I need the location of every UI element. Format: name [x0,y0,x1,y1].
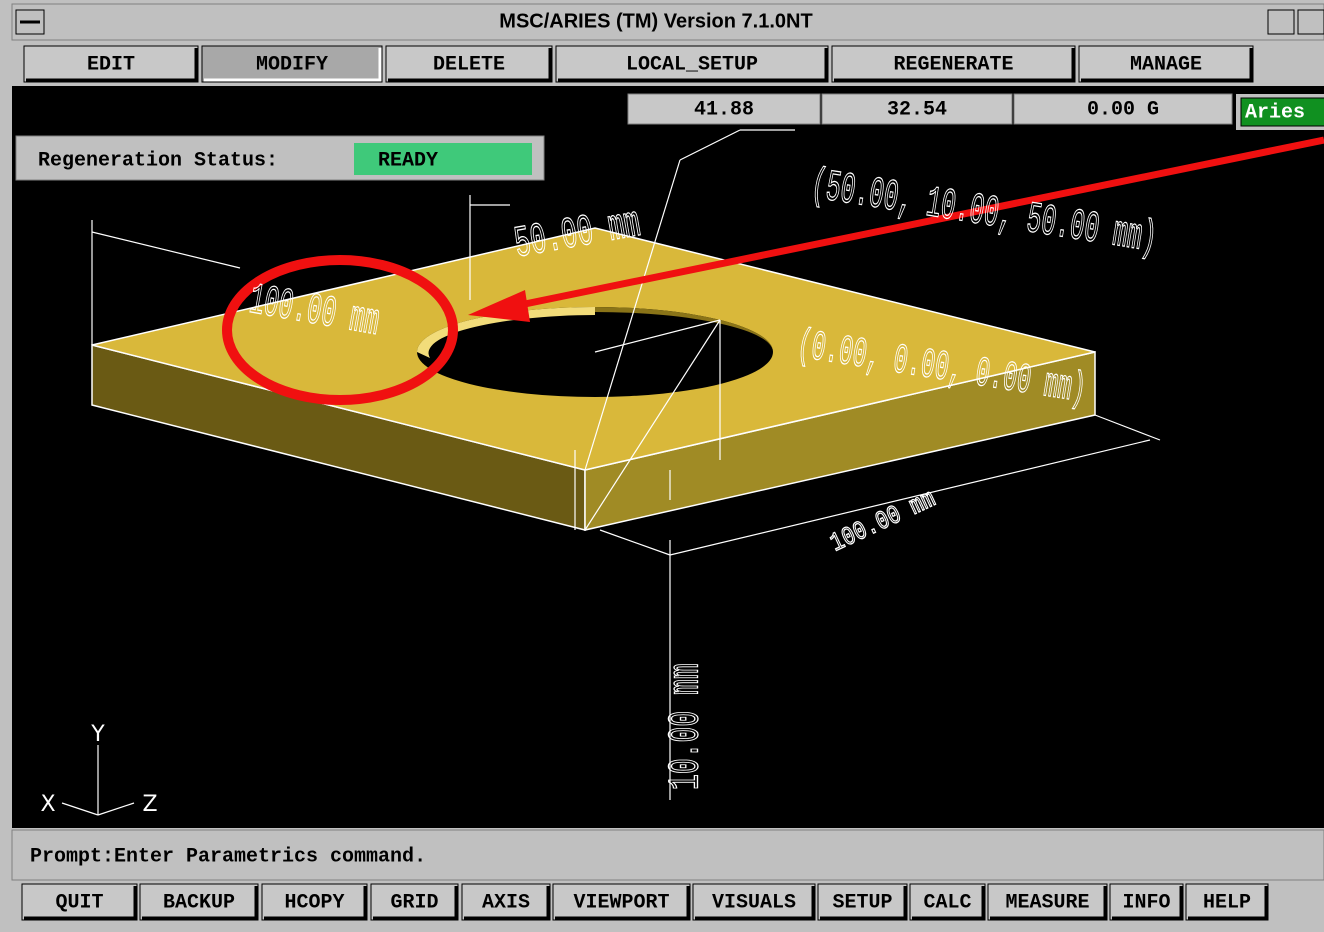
menu-button[interactable] [201,45,383,83]
menu-button[interactable] [555,45,829,83]
prompt-bar [11,829,1324,881]
toolbar-button[interactable] [261,883,368,921]
toolbar-label[interactable]: CALC [923,891,971,914]
toolbar-button[interactable] [1109,883,1184,921]
toolbar-button[interactable] [1185,883,1269,921]
maximize-button[interactable] [1297,9,1324,35]
annotation [222,136,1324,405]
toolbar-button-bevel [1112,886,1183,920]
mode: Aries [1245,101,1305,124]
menu-label[interactable]: DELETE [433,53,505,76]
toolbar-button-bevel [990,886,1107,920]
toolbar-button-bevel [24,886,137,920]
menu-button-bevel [834,48,1075,82]
status-value: READY [378,149,438,172]
coordinate-field [1013,93,1233,125]
toolbar-button-bevel [820,886,907,920]
toolbar-label[interactable]: HELP [1203,891,1251,914]
menu-button-bevel [204,48,382,82]
window-title: MSC/ARIES (TM) Version 7.1.0NT [499,10,812,32]
menu-label[interactable]: MODIFY [256,53,328,76]
toolbar-button[interactable] [370,883,459,921]
model [61,129,1161,816]
axis-label: X [40,792,55,817]
toolbar-label[interactable]: HCOPY [284,891,344,914]
menu-button[interactable] [23,45,199,83]
toolbar-button[interactable] [692,883,816,921]
toolbar-label[interactable]: VIEWPORT [573,891,669,914]
toolbar-label[interactable]: QUIT [55,891,103,914]
menu-button-bevel [1081,48,1253,82]
toolbar-button[interactable] [461,883,551,921]
dimension-label: 10.00 mm [661,663,711,790]
toolbar-button[interactable] [139,883,259,921]
toolbar-button[interactable] [552,883,691,921]
status-indicator [354,143,532,175]
menu-label[interactable]: MANAGE [1130,53,1202,76]
menu-label[interactable]: LOCAL_SETUP [626,53,758,76]
toolbar-button-bevel [264,886,367,920]
coordinate-value: 32.54 [887,98,947,121]
axis-label: Z [142,792,157,817]
toolbar-label[interactable]: MEASURE [1005,891,1089,914]
mode-indicator [1240,97,1324,127]
status-label: Regeneration Status: [38,149,278,172]
coordinate-value: 41.88 [694,98,754,121]
menu-label[interactable]: REGENERATE [893,53,1013,76]
menu-button-bevel [26,48,198,82]
toolbar-label[interactable]: INFO [1122,891,1170,914]
coordinate-field [821,93,1013,125]
toolbar-label[interactable]: SETUP [832,891,892,914]
toolbar-label[interactable]: GRID [390,891,438,914]
minimize-button[interactable] [1267,9,1295,35]
menu-button[interactable] [1078,45,1254,83]
menu-button-bevel [388,48,552,82]
toolbar-button[interactable] [987,883,1108,921]
toolbar-button-bevel [1188,886,1268,920]
toolbar-button-bevel [695,886,815,920]
coordinate-field [627,93,821,125]
menu-button-bevel [558,48,828,82]
toolbar-button-bevel [373,886,458,920]
menu-button[interactable] [385,45,553,83]
toolbar-button-bevel [555,886,690,920]
toolbar-label[interactable]: BACKUP [163,891,235,914]
toolbar-label[interactable]: VISUALS [712,891,796,914]
toolbar-button[interactable] [21,883,138,921]
menu-button[interactable] [831,45,1076,83]
coordinate-value: 0.00 G [1087,98,1159,121]
toolbar-label[interactable]: AXIS [482,891,530,914]
menu-label[interactable]: EDIT [87,53,135,76]
toolbar-button[interactable] [909,883,986,921]
axis-label: Y [90,722,105,747]
title-bar [11,3,1324,41]
prompt: Prompt:Enter Parametrics command. [30,845,426,868]
toolbar-button-bevel [912,886,985,920]
toolbar-button[interactable] [817,883,908,921]
toolbar-button-bevel [464,886,550,920]
toolbar-button-bevel [142,886,258,920]
